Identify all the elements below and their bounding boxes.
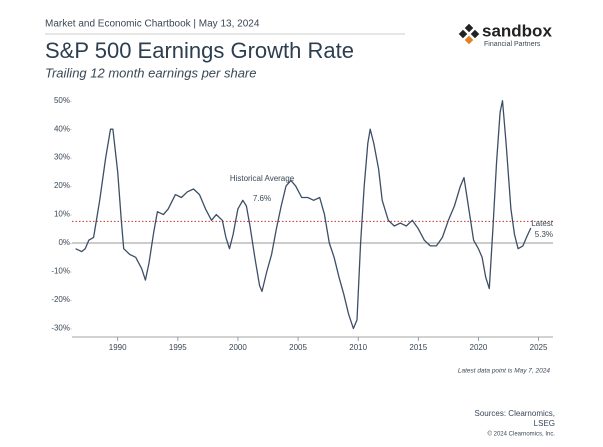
x-tick-label: 1990	[109, 343, 127, 352]
logo-icon	[458, 23, 480, 45]
y-tick-label: -10%	[51, 267, 70, 276]
sources: LSEG	[534, 419, 555, 428]
y-tick-label: 0%	[58, 238, 70, 247]
x-tick-label: 2025	[530, 343, 548, 352]
chart-subtitle: Trailing 12 month earnings per share	[45, 65, 257, 80]
y-tick-label: -20%	[51, 295, 70, 304]
x-tick-label: 2000	[229, 343, 247, 352]
sources: Sources: Clearnomics,	[475, 409, 555, 418]
y-tick-label: 20%	[54, 181, 70, 190]
chart-title: S&P 500 Earnings Growth Rate	[45, 38, 354, 63]
latest-label: Latest	[531, 219, 554, 228]
y-tick-label: 10%	[54, 210, 70, 219]
average-label: Historical Average	[230, 174, 295, 183]
x-tick-label: 2010	[349, 343, 367, 352]
copyright: © 2024 Clearnomics, Inc.	[488, 431, 556, 438]
series-line	[75, 100, 532, 330]
brand: sandbox	[482, 21, 552, 40]
y-tick-label: 40%	[54, 124, 70, 133]
y-tick-label: 50%	[54, 96, 70, 105]
x-tick-label: 2015	[409, 343, 427, 352]
brand-tagline: Financial Partners	[484, 41, 541, 48]
average-value: 7.6%	[253, 194, 271, 203]
y-tick-label: -30%	[51, 324, 70, 333]
y-tick-label: 30%	[54, 153, 70, 162]
header: Market and Economic Chartbook | May 13, …	[45, 19, 260, 30]
latest-value: 5.3%	[535, 230, 553, 239]
x-tick-label: 2005	[289, 343, 307, 352]
note: Latest data point is May 7, 2024	[458, 368, 551, 375]
x-tick-label: 2020	[470, 343, 488, 352]
x-tick-label: 1995	[169, 343, 187, 352]
